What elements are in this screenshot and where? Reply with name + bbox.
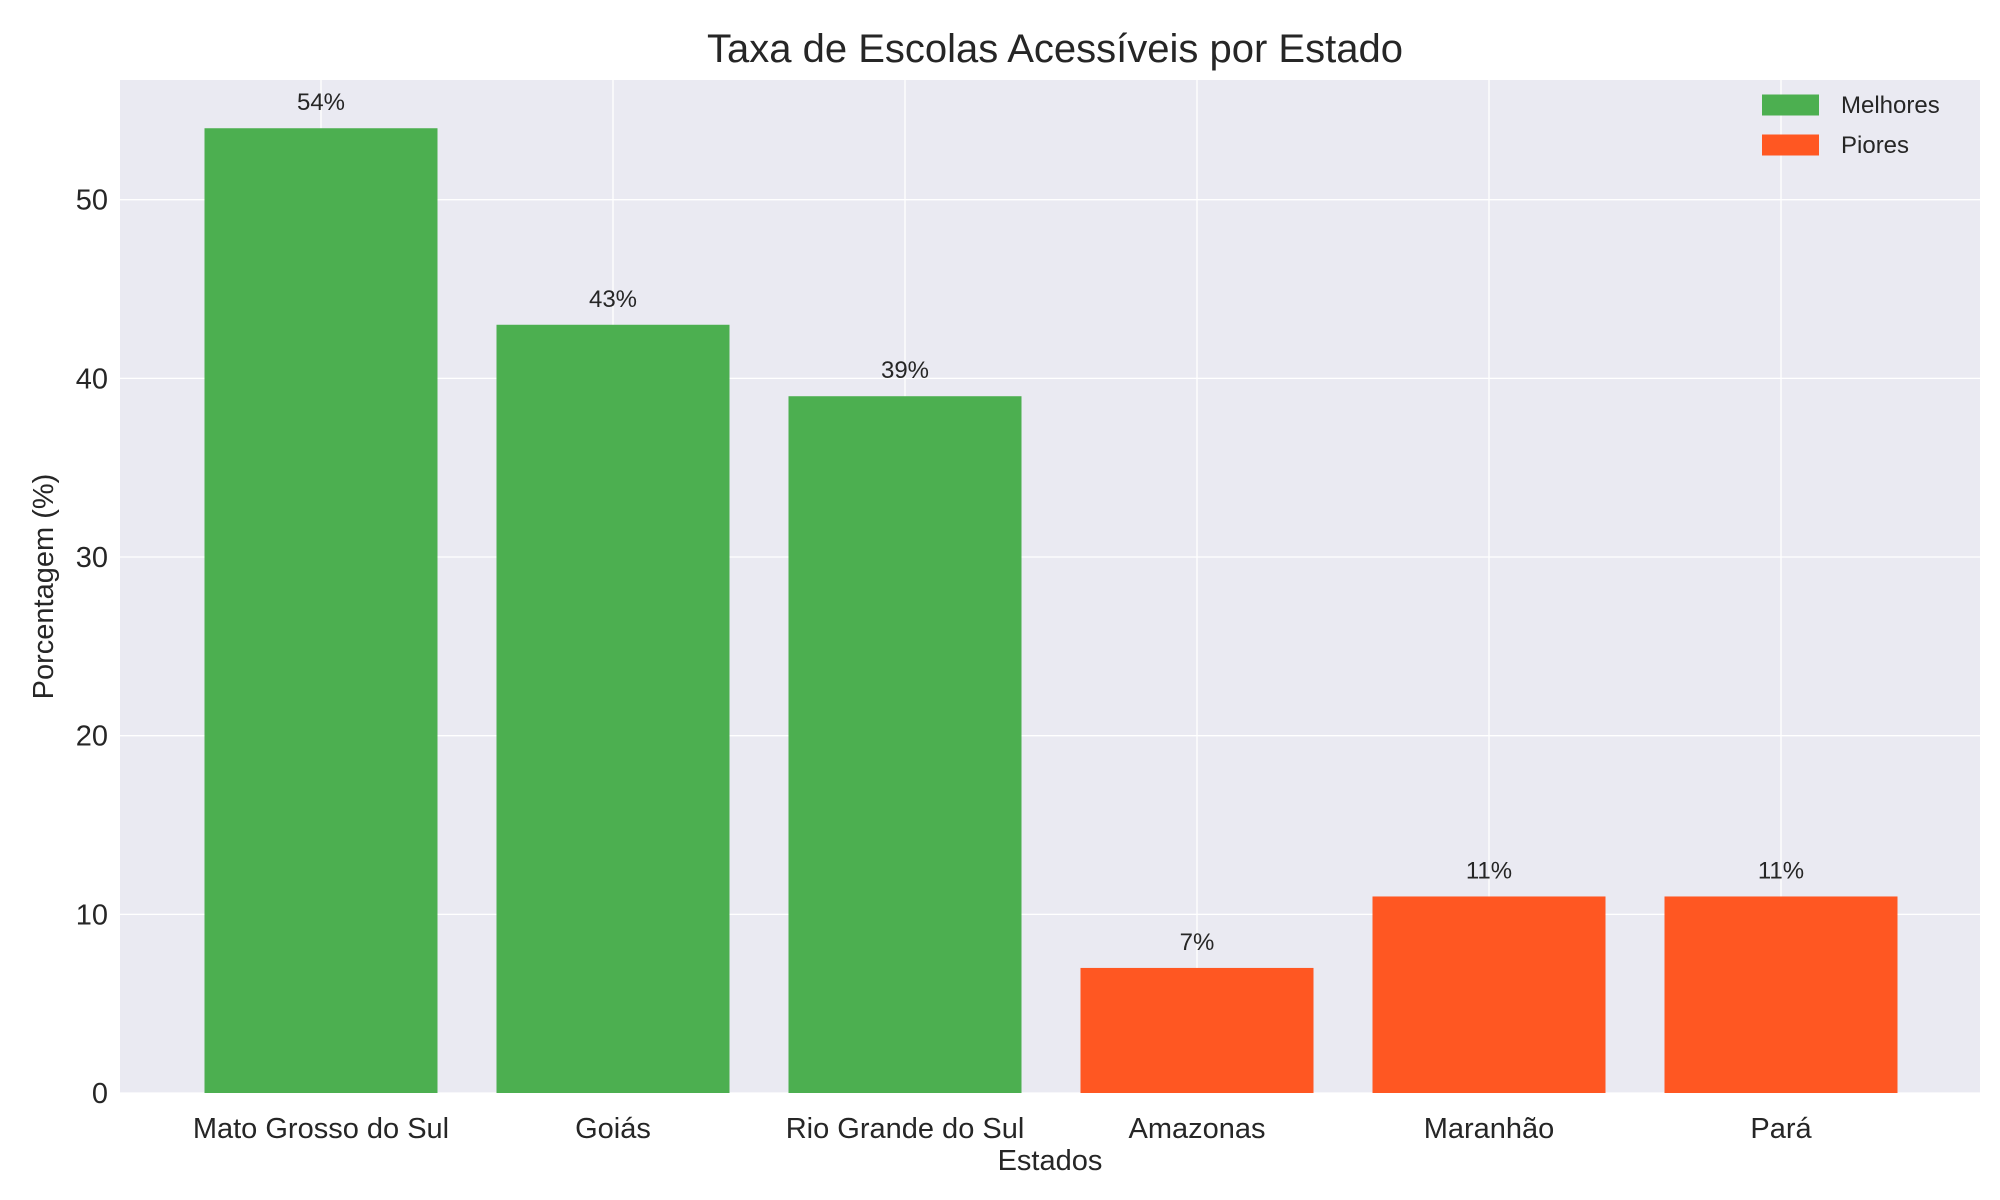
x-tick-labels: Mato Grosso do Sul Goiás Rio Grande do Sul… — [193, 1113, 1813, 1145]
y-tick-label: 10 — [76, 899, 108, 931]
y-tick-label: 30 — [76, 542, 108, 574]
bar — [496, 324, 730, 1093]
legend-label: Melhores — [1841, 92, 1940, 119]
bar-value-label: 39% — [881, 357, 929, 384]
bar — [788, 396, 1022, 1093]
x-axis-label: Estados — [998, 1145, 1103, 1177]
y-tick-label: 0 — [92, 1078, 108, 1110]
bar — [1372, 896, 1606, 1093]
y-tick-label: 20 — [76, 721, 108, 753]
x-tick-label: Goiás — [575, 1113, 651, 1145]
x-tick-label: Amazonas — [1128, 1113, 1265, 1145]
bar — [1080, 967, 1314, 1093]
x-tick-label: Pará — [1750, 1113, 1812, 1145]
legend-label: Piores — [1841, 132, 1909, 159]
bar — [204, 128, 438, 1093]
bar-value-label: 43% — [589, 286, 637, 313]
chart-title: Taxa de Escolas Acessíveis por Estado — [707, 27, 1403, 71]
x-tick-label: Rio Grande do Sul — [786, 1113, 1025, 1145]
bar — [1664, 896, 1898, 1093]
y-tick-labels: 0 10 20 30 40 50 — [76, 185, 108, 1110]
legend-swatch — [1762, 134, 1819, 156]
y-axis-label: Porcentagem (%) — [28, 474, 60, 700]
bars — [204, 128, 1898, 1093]
y-tick-label: 40 — [76, 363, 108, 395]
bar-value-label: 11% — [1466, 857, 1512, 884]
legend: Melhores Piores — [1762, 92, 1940, 159]
y-tick-label: 50 — [76, 185, 108, 217]
bar-value-label: 11% — [1758, 857, 1804, 884]
bar-value-label: 54% — [297, 89, 345, 116]
bar-value-labels: 54% 43% 39% 7% 11% 11% — [297, 89, 1804, 956]
bar-value-label: 7% — [1180, 929, 1215, 956]
x-tick-label: Mato Grosso do Sul — [193, 1113, 449, 1145]
x-tick-label: Maranhão — [1424, 1113, 1555, 1145]
legend-swatch — [1762, 94, 1819, 116]
